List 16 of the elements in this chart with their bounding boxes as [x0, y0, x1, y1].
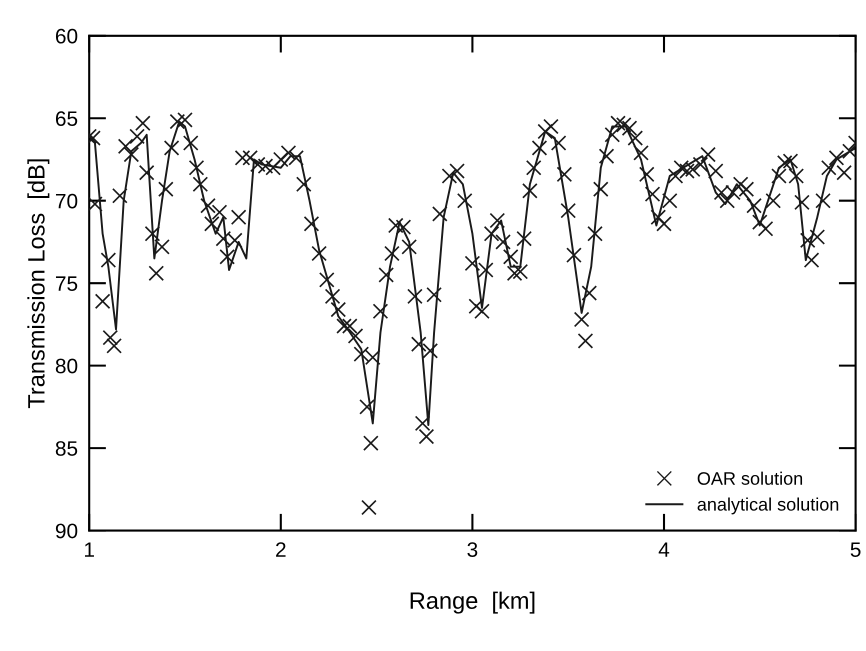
- x-tick-label: 5: [850, 542, 861, 557]
- y-tick-label: 80: [56, 358, 78, 374]
- x-tick-label: 1: [84, 542, 94, 557]
- x-axis-title: Range [km]: [410, 592, 534, 614]
- legend-label: OAR solution: [698, 472, 802, 485]
- y-axis-title: Transmission Loss [dB]: [27, 159, 50, 408]
- y-tick-label: 85: [56, 441, 78, 456]
- y-tick-label: 60: [56, 28, 78, 44]
- y-tick-label: 65: [56, 111, 78, 126]
- x-tick-label: 4: [658, 542, 670, 557]
- x-tick-label: 2: [276, 542, 286, 557]
- legend-label: analytical solution: [698, 497, 838, 514]
- x-tick-label: 3: [467, 542, 478, 557]
- y-tick-label: 75: [56, 276, 78, 291]
- y-tick-label: 70: [56, 194, 78, 208]
- y-tick-label: 90: [56, 524, 78, 538]
